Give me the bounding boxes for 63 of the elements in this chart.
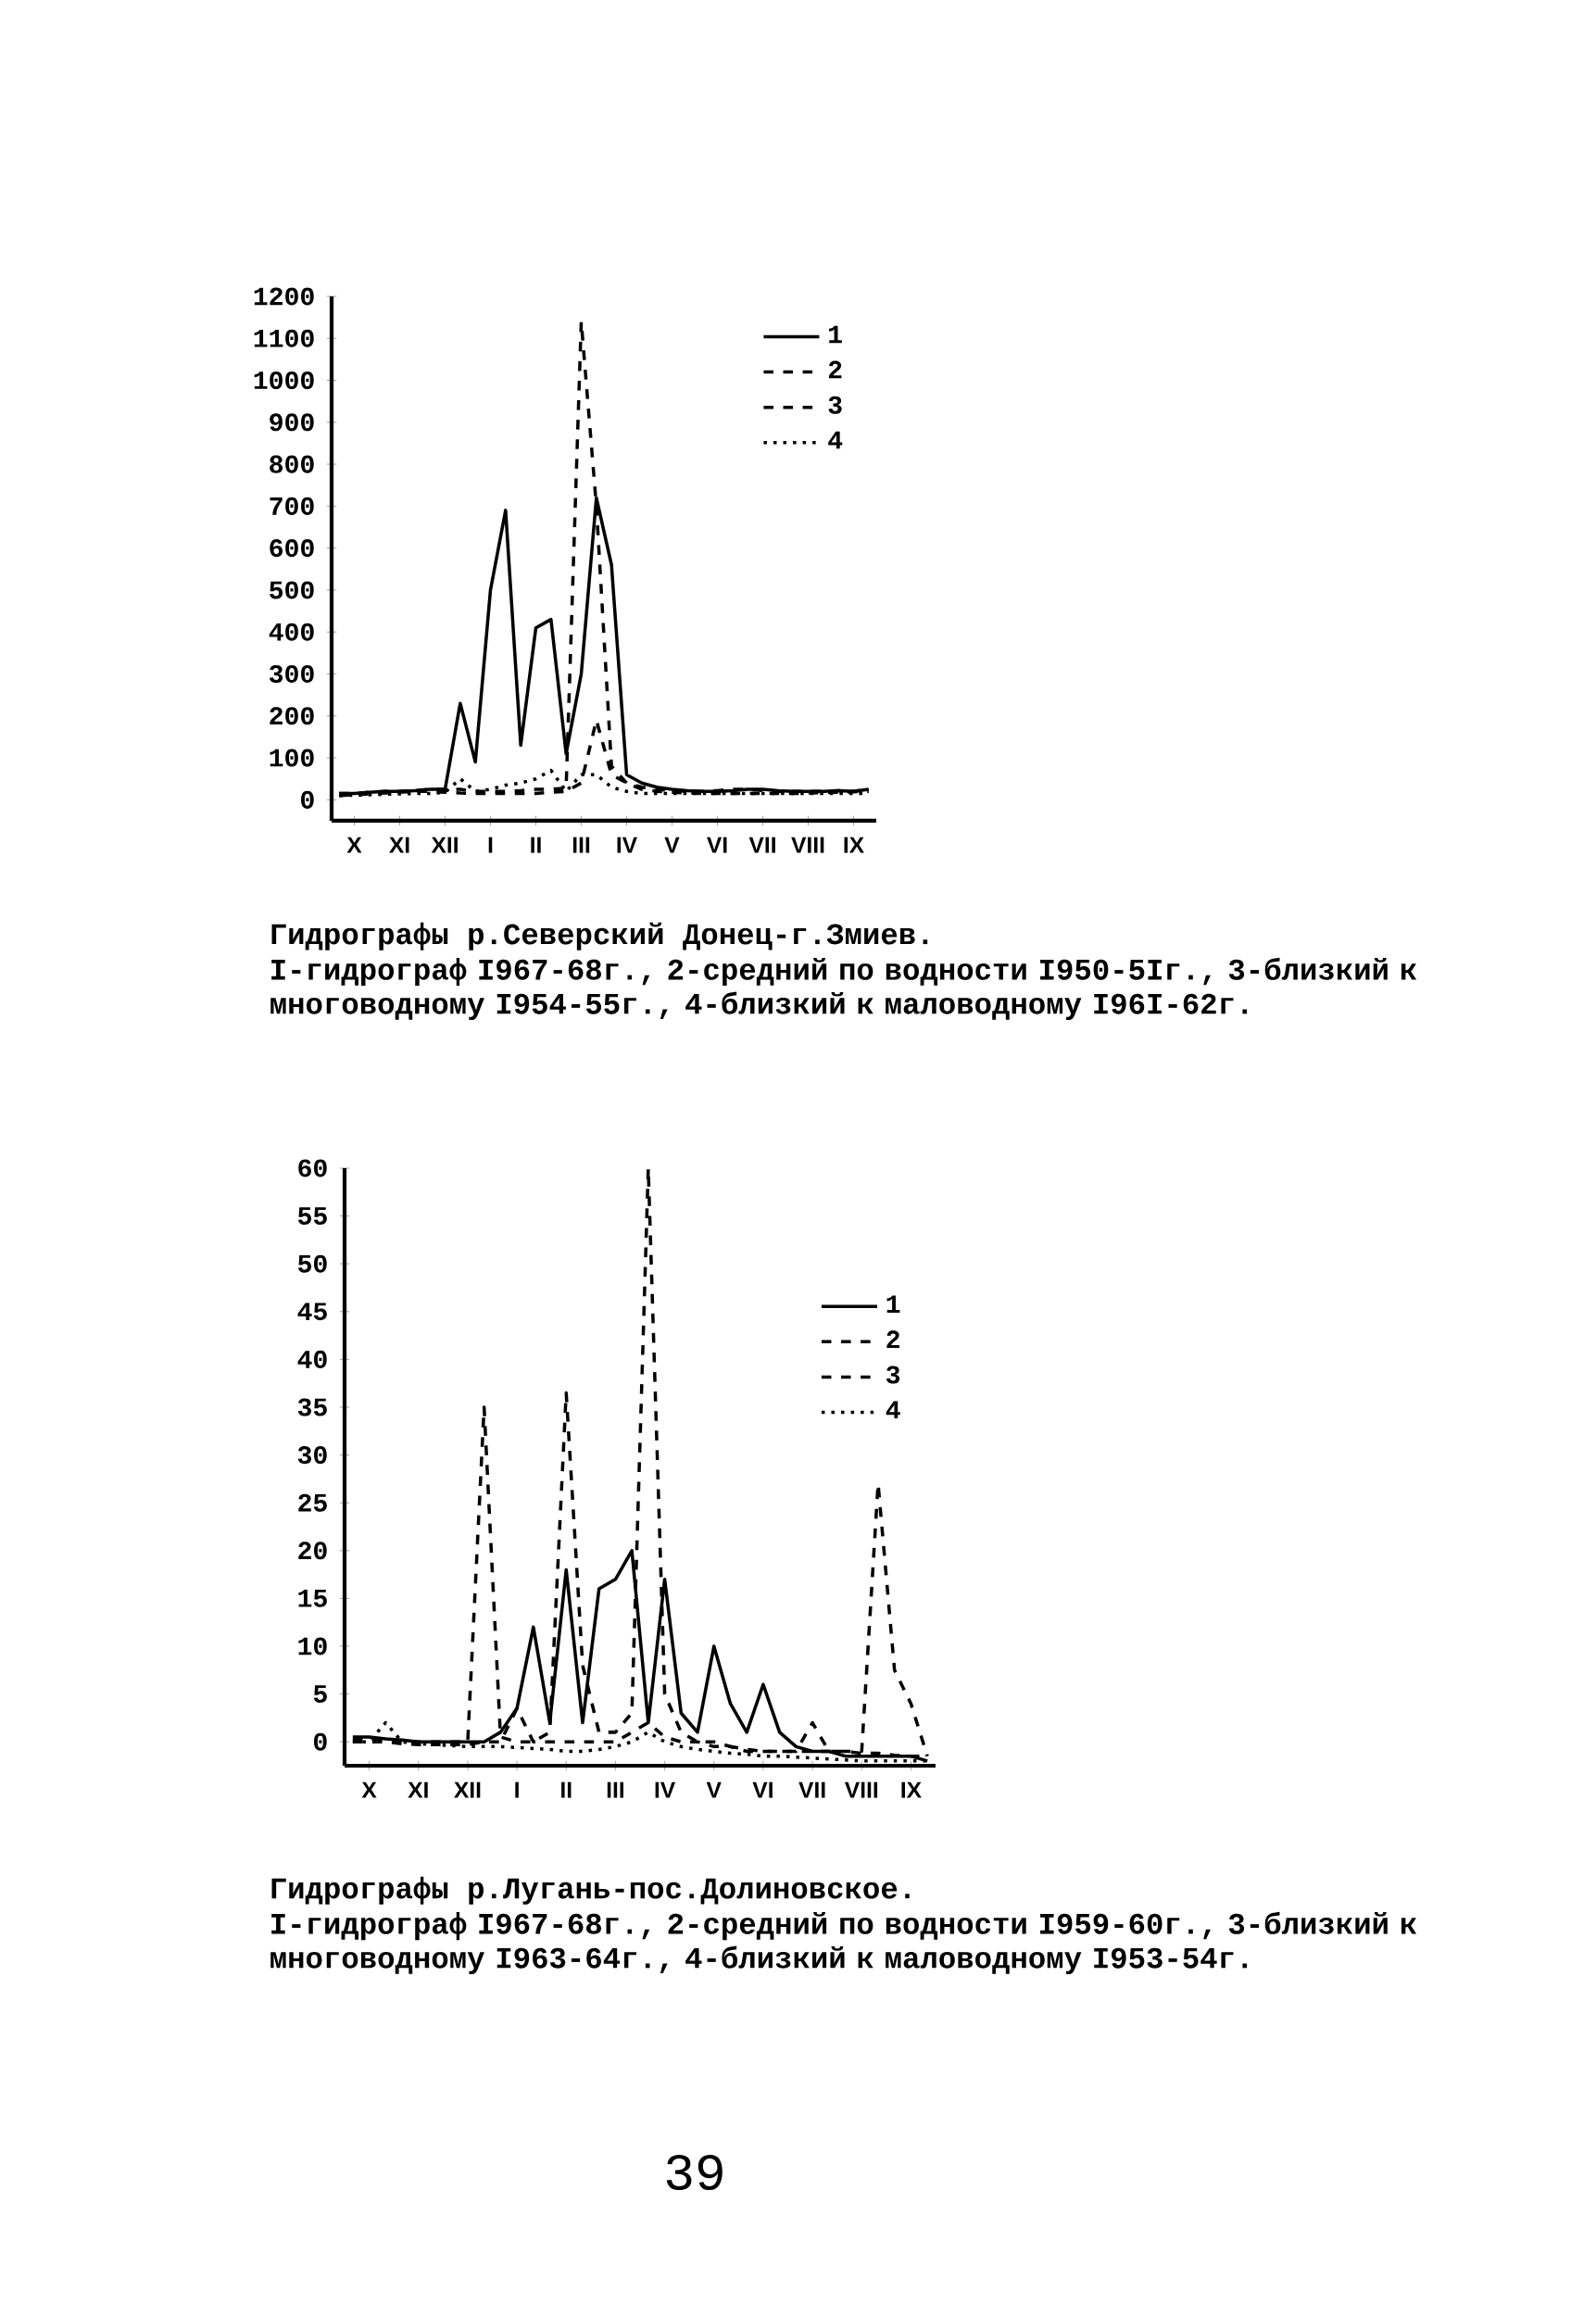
y-tick-label: 35: [297, 1398, 327, 1416]
x-tick-label: V: [706, 1781, 722, 1798]
y-tick-label: 55: [298, 1207, 327, 1225]
x-tick-label: X: [346, 837, 362, 853]
x-tick-label: VI: [752, 1781, 773, 1798]
y-tick-label: 45: [297, 1303, 327, 1321]
y-tick-label: 15: [298, 1589, 327, 1607]
y-tick-label: 5: [313, 1685, 327, 1703]
y-tick-label: 700: [270, 497, 314, 515]
y-tick-label: 0: [301, 790, 314, 809]
legend-label: 1: [886, 1295, 900, 1313]
y-tick-label: 0: [314, 1732, 327, 1751]
x-tick-label: II: [531, 837, 541, 853]
legend-label: 3: [886, 1366, 900, 1384]
x-tick-label: I: [488, 837, 493, 853]
x-tick-label: VIII: [844, 1781, 878, 1798]
x-tick-label: II: [561, 1781, 572, 1798]
x-tick-label: IX: [844, 837, 864, 853]
legend-label: 1: [829, 325, 842, 344]
x-tick-label: VII: [748, 837, 775, 853]
y-tick-label: 25: [298, 1493, 327, 1512]
x-tick-label: XI: [389, 837, 409, 853]
x-tick-label: III: [607, 1781, 624, 1798]
legend-label: 2: [828, 360, 842, 379]
y-tick-label: 200: [270, 707, 314, 725]
x-tick-label: V: [664, 837, 680, 853]
y-tick-label: 800: [270, 455, 314, 473]
y-tick-label: 20: [298, 1542, 327, 1560]
y-tick-label: 40: [297, 1350, 327, 1368]
x-tick-label: IV: [617, 837, 637, 853]
y-tick-label: 600: [270, 539, 314, 558]
y-tick-label: 50: [298, 1254, 327, 1273]
legend-label: 2: [886, 1330, 899, 1349]
text: I-гидрограф I967-68г., 2-средний по водности I950-5Iг., 3-близкий к многоводному I954-55г., 4-близкий к маловодному I96I-62г.: [270, 957, 1417, 1021]
y-tick-label: 1100: [254, 329, 314, 347]
x-tick-label: III: [572, 837, 590, 853]
x-tick-label: XII: [431, 837, 458, 853]
x-tick-label: I: [515, 1781, 519, 1798]
text: 39: [666, 2154, 723, 2191]
x-tick-label: XI: [408, 1781, 428, 1798]
y-tick-label: 300: [269, 664, 314, 684]
y-tick-label: 30: [297, 1446, 327, 1465]
legend-label: 4: [828, 431, 843, 449]
y-tick-label: 1000: [254, 371, 314, 390]
y-tick-label: 900: [270, 413, 314, 432]
y-tick-label: 500: [270, 581, 314, 599]
y-tick-label: 400: [269, 623, 314, 641]
y-tick-label: 60: [298, 1159, 327, 1177]
text: I-гидрограф I967-68г., 2-средний по водности I959-60г., 3-близкий к многоводному I963-64г., 4-близкий к маловодному I953-54г.: [270, 1911, 1417, 1975]
legend-label: 3: [828, 396, 842, 414]
legend-label: 4: [886, 1401, 900, 1419]
y-tick-label: 100: [270, 749, 314, 767]
y-tick-label: 10: [298, 1637, 327, 1655]
x-tick-label: VIII: [791, 837, 824, 853]
text: Гидрографы р.Лугань-пос.Долиновское.: [271, 1876, 910, 1905]
text: Гидрографы р.Северский Донец-г.Змиев.: [271, 922, 928, 950]
x-tick-label: IV: [655, 1781, 676, 1798]
y-tick-label: 1200: [254, 287, 314, 306]
x-tick-label: IX: [901, 1781, 922, 1798]
x-tick-label: VI: [707, 837, 727, 853]
x-tick-label: X: [361, 1781, 377, 1798]
x-tick-label: XII: [454, 1781, 481, 1798]
x-tick-label: VII: [798, 1781, 825, 1798]
